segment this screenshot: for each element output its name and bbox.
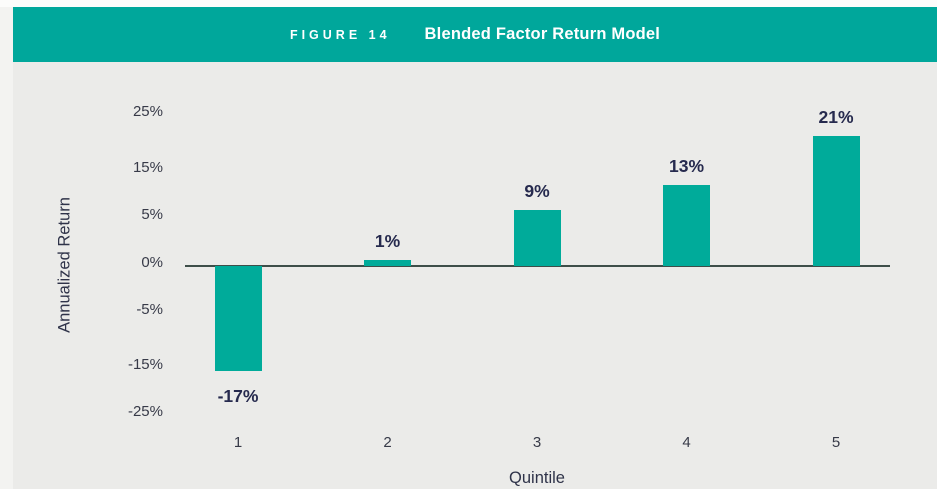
y-tick-label-25%: 25% (132, 103, 163, 120)
y-axis-title-text: Annualized Return (55, 197, 74, 333)
x-tick-label-5: 5 (831, 434, 841, 451)
y-tick-label-15%: 15% (132, 159, 163, 176)
y-tick-label--5%: -5% (136, 301, 163, 318)
bar-value-label-quintile-3: 9% (524, 181, 550, 202)
bar-quintile-5 (812, 135, 860, 266)
figure-title: Blended Factor Return Model (424, 25, 661, 43)
y-tick-label--25%: -25% (127, 403, 163, 420)
y-tick-label-0%: 0% (141, 254, 163, 271)
bar-value-label-quintile-2: 1% (374, 230, 401, 251)
y-tick-label-5%: 5% (141, 206, 163, 223)
bar-quintile-1 (214, 266, 262, 372)
bar-quintile-3 (513, 210, 561, 266)
chart-panel: Annualized Return 25% 15% 5% 0% -5% -15% -25% … (13, 62, 937, 489)
bar-value-label-quintile-1: -17% (217, 386, 259, 407)
bar-quintile-4 (663, 185, 710, 266)
x-axis-line (185, 265, 890, 267)
bar-value-label-quintile-5: 21% (818, 106, 854, 127)
x-tick-label-3: 3 (532, 434, 542, 451)
x-tick-label-1: 1 (233, 434, 243, 451)
x-tick-label-2: 2 (383, 434, 392, 451)
y-tick-label--15%: -15% (127, 356, 163, 373)
bar-value-label-quintile-4: 13% (668, 156, 705, 177)
figure-number-label: FIGURE 14 (289, 27, 391, 42)
top-margin-strip (0, 0, 937, 7)
bar-quintile-2 (364, 259, 411, 266)
x-tick-label-4: 4 (682, 434, 691, 451)
x-axis-title: Quintile (509, 469, 565, 487)
figure-banner: FIGURE 14 Blended Factor Return Model (13, 7, 937, 62)
